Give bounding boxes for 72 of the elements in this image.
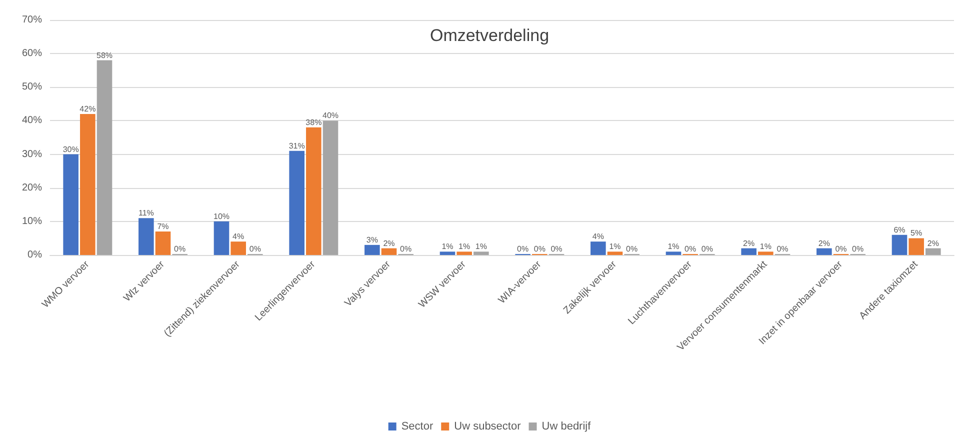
data-label: 7% — [157, 222, 169, 231]
data-label: 1% — [760, 242, 772, 252]
data-label: 0% — [701, 244, 713, 254]
bar — [155, 232, 171, 255]
data-label: 0% — [550, 244, 562, 254]
y-tick-label: 60% — [22, 48, 42, 60]
bar — [758, 252, 774, 255]
data-label: 3% — [366, 235, 378, 244]
bar — [364, 244, 380, 255]
data-label: 2% — [383, 238, 395, 248]
bar — [741, 248, 756, 255]
data-label: 0% — [534, 244, 546, 254]
bar — [607, 252, 623, 255]
data-label: 0% — [400, 244, 412, 254]
data-label: 0% — [249, 244, 261, 254]
bar — [96, 60, 112, 255]
bar — [926, 248, 941, 255]
bar — [440, 252, 456, 255]
data-label: 0% — [684, 244, 696, 254]
bar — [230, 242, 246, 255]
data-label: 6% — [894, 225, 906, 234]
y-tick-label: 50% — [22, 82, 42, 93]
data-label: 1% — [668, 242, 680, 252]
legend-label: Sector — [401, 420, 434, 432]
data-label: 4% — [592, 232, 604, 242]
y-tick-label: 70% — [22, 14, 42, 26]
data-label: 2% — [927, 238, 939, 248]
bar — [590, 242, 606, 255]
data-label: 11% — [138, 208, 154, 218]
bar — [306, 127, 322, 255]
bar — [289, 150, 304, 255]
data-label: 0% — [174, 244, 186, 254]
y-tick-label: 0% — [28, 250, 42, 260]
legend-label: Uw subsector — [454, 420, 522, 432]
data-label: 5% — [910, 228, 922, 238]
bar — [322, 120, 338, 255]
y-tick-label: 10% — [22, 216, 42, 227]
bar — [381, 248, 397, 255]
data-label: 0% — [626, 244, 638, 254]
bar — [474, 252, 489, 255]
data-label: 2% — [818, 238, 830, 248]
y-tick-label: 30% — [22, 148, 42, 160]
data-label: 58% — [96, 50, 113, 60]
data-label: 1% — [475, 242, 487, 252]
data-label: 40% — [322, 111, 339, 120]
bar — [80, 114, 96, 255]
data-label: 0% — [852, 244, 864, 254]
legend-label: Uw bedrijf — [542, 420, 592, 432]
data-label: 1% — [458, 242, 470, 252]
bar — [138, 218, 154, 255]
data-label: 42% — [80, 104, 96, 114]
y-tick-label: 20% — [22, 182, 42, 194]
data-label: 31% — [288, 141, 305, 150]
data-label: 4% — [232, 232, 244, 242]
data-label: 30% — [62, 144, 79, 154]
bar — [456, 252, 472, 255]
data-label: 0% — [776, 244, 788, 254]
data-label: 38% — [306, 118, 322, 127]
data-label: 2% — [743, 238, 755, 248]
data-label: 1% — [442, 242, 454, 252]
chart-title: Omzetverdeling — [430, 26, 550, 45]
bar — [63, 154, 78, 255]
data-label: 0% — [835, 244, 847, 254]
bar — [666, 252, 682, 255]
data-label: 10% — [213, 212, 230, 221]
data-label: 0% — [517, 244, 529, 254]
bar — [816, 248, 832, 255]
bar — [908, 238, 924, 255]
data-label: 1% — [609, 242, 621, 252]
bar — [214, 221, 230, 255]
y-tick-label: 40% — [22, 115, 42, 126]
bar — [892, 234, 908, 255]
